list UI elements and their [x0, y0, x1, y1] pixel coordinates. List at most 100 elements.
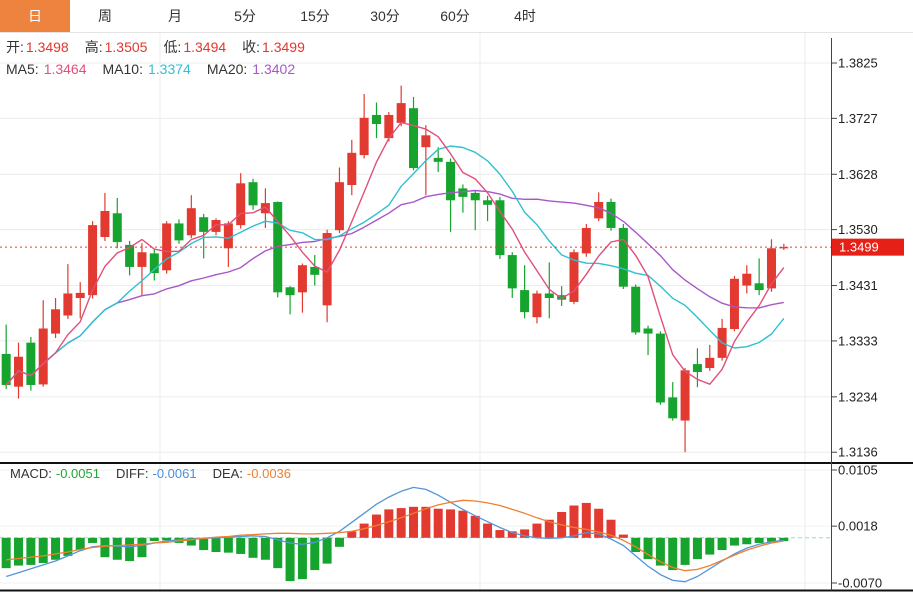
macd-bar: [594, 508, 604, 538]
candle-body: [680, 370, 690, 421]
macd-bar: [248, 537, 258, 558]
tab-day[interactable]: 日: [0, 0, 70, 32]
candle-body: [51, 309, 61, 334]
candle-body: [606, 201, 616, 228]
macd-bar: [26, 537, 36, 565]
macd-bar: [149, 537, 159, 542]
candle-body: [742, 273, 752, 286]
macd-group: MACD: -0.0051: [10, 466, 100, 481]
candle-body: [137, 252, 147, 267]
macd-tick-label: 0.0018: [838, 519, 878, 534]
macd-bar: [384, 509, 394, 538]
macd-bar: [162, 537, 172, 541]
macd-bar: [137, 537, 147, 558]
macd-bar: [433, 508, 443, 538]
macd-bar: [495, 530, 505, 538]
macd-bar: [483, 523, 493, 538]
candle-body: [174, 223, 184, 241]
macd-bar: [680, 537, 690, 565]
macd-bar: [236, 537, 246, 554]
dea-line: [6, 499, 784, 572]
dea-label: DEA:: [212, 466, 243, 481]
low-label: 低:: [163, 39, 182, 55]
ma5-value: 1.3464: [43, 61, 87, 77]
macd-bar: [347, 531, 357, 538]
tab-4hour[interactable]: 4时: [514, 8, 536, 24]
macd-bar: [38, 537, 48, 563]
high-group: 高: 1.3505: [85, 37, 148, 57]
candle-body: [446, 161, 456, 201]
macd-bar: [75, 537, 85, 551]
macd-bar: [199, 537, 209, 551]
candle-body: [112, 213, 122, 243]
candle-body: [236, 183, 246, 226]
macd-bar: [409, 506, 419, 538]
candle-body: [655, 333, 665, 403]
ma10-label: MA10:: [102, 61, 143, 77]
tab-60min[interactable]: 60分: [440, 8, 470, 24]
tab-15min[interactable]: 15分: [300, 8, 330, 24]
ma20-line: [5, 189, 784, 386]
close-group: 收: 1.3499: [242, 37, 305, 57]
last-price-label: 1.3499: [839, 240, 879, 255]
tab-month[interactable]: 月: [168, 8, 182, 24]
macd-bar: [260, 537, 270, 560]
candle-body: [248, 182, 258, 206]
macd-bar: [458, 510, 468, 538]
candle-body: [433, 157, 443, 162]
price-tick-label: 1.3530: [838, 222, 878, 237]
ma10-value: 1.3374: [147, 61, 191, 77]
macd-bar: [729, 537, 739, 546]
candle-body: [75, 292, 85, 298]
price-tick-label: 1.3825: [838, 56, 878, 71]
candle-body: [631, 286, 641, 333]
candle-body: [38, 328, 48, 385]
macd-bar: [470, 515, 480, 538]
timeframe-tabbar: 日 周 月 5分 15分 30分 60分 4时: [0, 0, 913, 33]
macd-bar: [520, 529, 530, 538]
tab-week[interactable]: 周: [98, 8, 112, 24]
ma20-value: 1.3402: [252, 61, 296, 77]
ma20-group: MA20: 1.3402: [207, 61, 295, 77]
macd-bar: [544, 519, 554, 538]
candle-body: [483, 200, 493, 205]
candle-body: [125, 244, 135, 267]
macd-bar: [63, 537, 73, 556]
macd-bar: [631, 537, 641, 553]
macd-bar: [125, 537, 135, 562]
macd-bar: [643, 537, 653, 560]
macd-bar: [507, 531, 517, 538]
tab-5min[interactable]: 5分: [234, 8, 256, 24]
macd-bar: [371, 514, 381, 538]
close-label: 收:: [242, 39, 261, 55]
price-tick-label: 1.3727: [838, 111, 878, 126]
macd-bar: [334, 537, 344, 547]
candle-body: [470, 192, 480, 201]
open-value: 1.3498: [25, 39, 69, 55]
candle-body: [26, 342, 36, 385]
tab-30min[interactable]: 30分: [370, 8, 400, 24]
macd-bar: [581, 502, 591, 538]
candle-body: [520, 290, 530, 313]
candle-body: [285, 287, 295, 296]
price-tick-label: 1.3136: [838, 445, 878, 460]
macd-bar: [14, 537, 24, 566]
macd-bar: [359, 523, 369, 538]
ma5-line: [5, 121, 785, 386]
candle-body: [421, 135, 431, 148]
high-value: 1.3505: [104, 39, 148, 55]
candle-body: [495, 200, 505, 256]
macd-bar: [297, 537, 307, 580]
macd-bar: [1, 537, 11, 569]
macd-label: MACD:: [10, 466, 52, 481]
diff-label: DIFF:: [115, 466, 149, 481]
candle-body: [211, 220, 221, 232]
candle-body: [557, 295, 567, 300]
candle-body: [384, 114, 394, 139]
macd-bar: [754, 537, 764, 543]
candle-body: [396, 103, 406, 123]
macd-bar: [446, 509, 456, 538]
candle-body: [100, 210, 110, 237]
